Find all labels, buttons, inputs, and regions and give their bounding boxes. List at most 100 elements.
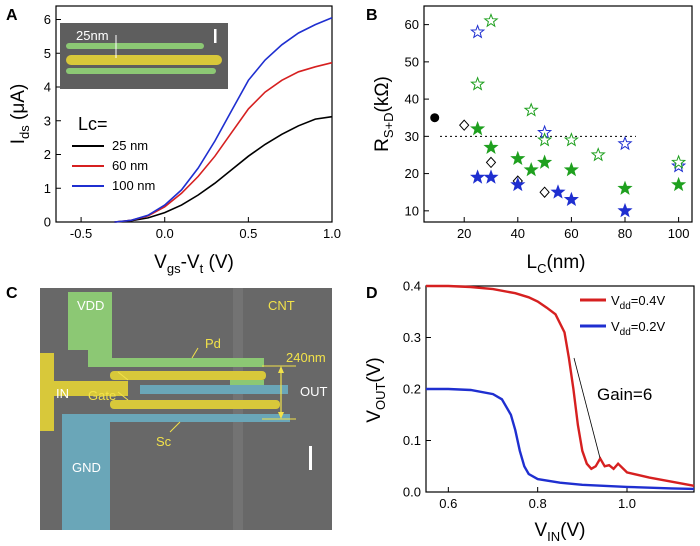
panel-a-frame — [55, 5, 333, 223]
panel-b-y-tick-label: 60 — [405, 17, 419, 32]
panel-a-x-tick-label: 0.5 — [239, 226, 257, 241]
panel-d-x-tick-label: 0.6 — [439, 496, 457, 511]
panel-a-y-tick-label: 4 — [44, 80, 51, 95]
panel-d-chart: D 0.6 0.8 1.0 0.0 0.1 0.2 0.3 0.4 Gain=6 Vdd=0.… — [364, 279, 695, 544]
panel-b-point-star — [470, 169, 486, 184]
panel-a-x-axis-label: Vgs-Vt (V) — [154, 252, 234, 276]
panel-d-legend-entry: Vdd=0.2V — [611, 319, 665, 338]
inset-scale-label: 25nm — [76, 28, 109, 43]
panel-d-letter: D — [366, 285, 378, 302]
pd-label: Pd — [205, 336, 221, 351]
panel-b-point-star — [590, 147, 606, 162]
panel-b-point-star — [671, 176, 687, 192]
panel-a-series-line-2 — [114, 17, 333, 223]
panel-d-y-tick-label: 0.0 — [403, 485, 421, 500]
gate-label: Gate — [88, 388, 116, 403]
panel-a-legend-entry: 100 nm — [112, 178, 155, 193]
panel-d-series-line-0 — [426, 284, 695, 487]
panel-b-x-tick-label: 20 — [457, 226, 471, 241]
panel-a-x-tick-label: 1.0 — [323, 226, 341, 241]
panel-b-y-tick-label: 10 — [405, 203, 419, 218]
panel-b-point-star — [510, 150, 526, 166]
panel-b-y-tick-label: 40 — [405, 92, 419, 107]
sc-label: Sc — [156, 434, 172, 449]
panel-b-point-star — [510, 176, 526, 192]
panel-a-letter: A — [6, 7, 18, 24]
panel-d-y-tick-label: 0.1 — [403, 433, 421, 448]
panel-a-series-line-0 — [114, 115, 333, 223]
panel-a-y-tick-label: 2 — [44, 147, 51, 162]
gate-pointer-bottom — [117, 391, 129, 401]
panel-b-point-circle — [430, 113, 440, 123]
panel-a-legend: Lc= 25 nm 60 nm 100 nm — [72, 114, 155, 193]
panel-a-y-axis-label: Ids (μA) — [8, 84, 32, 145]
panel-b-point-star — [537, 132, 553, 147]
panel-b-point-star — [483, 12, 499, 28]
panel-a-y-tick-label: 3 — [44, 113, 51, 128]
panel-b-x-tick-label: 100 — [668, 226, 690, 241]
out-pd-segment — [230, 380, 264, 385]
panel-d-legend: Vdd=0.4V Vdd=0.2V — [580, 293, 665, 338]
sc-pointer — [169, 421, 181, 433]
panel-c-sem-image: C VDD CNT Pd 240nm IN — [6, 285, 332, 530]
panel-b-point-diamond — [459, 119, 470, 131]
panel-b-point-star — [550, 184, 566, 199]
panel-d-y-axis-label: VOUT(V) — [364, 357, 388, 422]
panel-a-y-tick-label: 5 — [44, 46, 51, 61]
dim-arrowhead-top — [278, 366, 284, 373]
panel-d-x-tick-label: 0.8 — [529, 496, 547, 511]
pd-electrode-top — [88, 358, 264, 367]
panel-b-letter: B — [366, 7, 378, 24]
panel-b-point-star — [523, 161, 539, 177]
panel-b-point-star — [617, 202, 633, 218]
inset-yellow-gate — [66, 55, 222, 65]
sc-electrode — [100, 414, 290, 422]
inset-green-electrode-top — [66, 43, 204, 49]
panel-b-point-star — [563, 161, 579, 177]
in-lead — [40, 381, 128, 396]
panel-b-point-star — [563, 132, 579, 147]
dim-arrowhead-bottom — [278, 412, 284, 419]
panel-b-point-star — [671, 154, 687, 169]
panel-a-chart: A -0.5 0.0 0.5 1.0 0 1 2 3 4 5 6 Vgs-Vt (V) Ids (μ… — [6, 5, 341, 276]
panel-b-point-diamond — [485, 156, 497, 169]
panel-b-x-tick-label: 40 — [511, 226, 525, 241]
panel-d-x-tick-label: 1.0 — [618, 496, 636, 511]
out-electrode — [140, 385, 288, 394]
gnd-pad — [62, 414, 110, 530]
panel-b-point-star — [617, 180, 633, 195]
panel-b-point-diamond — [539, 186, 550, 198]
panel-b-point-star — [537, 154, 553, 169]
panel-b-point-star — [563, 191, 579, 207]
panel-b-point-star — [470, 24, 486, 39]
out-label: OUT — [300, 384, 328, 399]
panel-d-y-tick-label: 0.4 — [403, 279, 421, 294]
panel-b-y-axis-label: RS+D(kΩ) — [372, 76, 396, 152]
panel-b-y-tick-label: 20 — [405, 166, 419, 181]
panel-b-point-star — [470, 76, 486, 91]
panel-d-series-line-1 — [426, 387, 695, 491]
in-label: IN — [56, 386, 69, 401]
sem-scale-bar — [309, 446, 312, 470]
panel-d-x-axis-label: VIN(V) — [534, 520, 585, 544]
dimension-label: 240nm — [286, 350, 326, 365]
panel-a-x-tick-label: -0.5 — [70, 226, 92, 241]
panel-a-inset-image: 25nm — [60, 23, 228, 89]
panel-b-point-star — [483, 139, 499, 154]
panel-b-y-tick-label: 30 — [405, 129, 419, 144]
gate-finger-top — [110, 371, 266, 380]
panel-b-frame — [423, 5, 693, 223]
panel-a-legend-entry: 60 nm — [112, 158, 148, 173]
panel-a-y-tick-label: 0 — [44, 215, 51, 230]
panel-b-point-star — [617, 135, 633, 151]
panel-d-y-tick-label: 0.3 — [403, 330, 421, 345]
panel-b-x-axis-label: LC(nm) — [526, 252, 585, 276]
panel-d-y-tick-label: 0.2 — [403, 382, 421, 397]
cnt-label: CNT — [268, 298, 295, 313]
pd-pointer — [191, 347, 199, 359]
panel-b-point-star — [523, 102, 539, 117]
gate-pointer-top — [117, 371, 129, 381]
gain-pointer-line — [573, 357, 601, 459]
gain-annotation: Gain=6 — [597, 385, 652, 404]
